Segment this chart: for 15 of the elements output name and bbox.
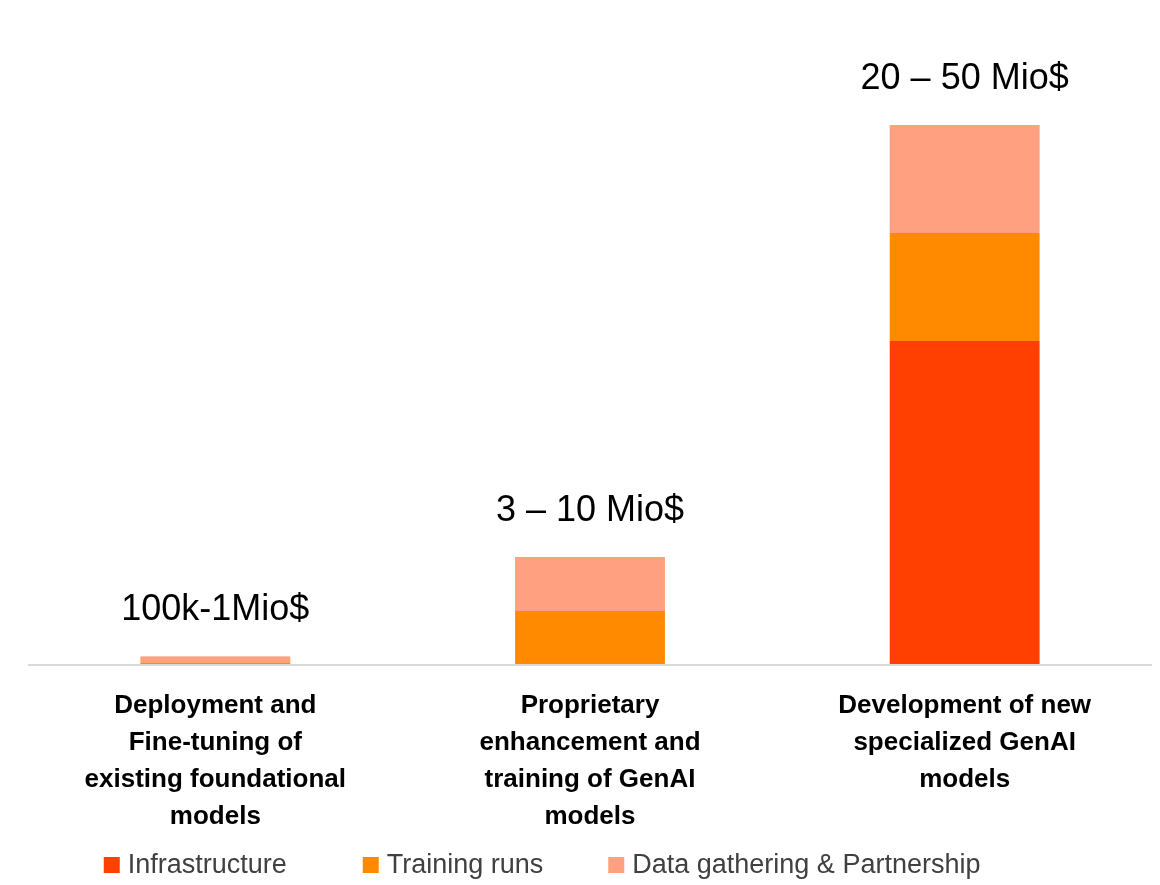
legend-label: Training runs	[386, 849, 544, 879]
bar	[889, 125, 1040, 233]
bar	[515, 611, 665, 665]
total-label: 20 – 50 Mio$	[860, 56, 1069, 97]
x-tick-label: Deployment and Fine-tuning of existing foundational models	[84, 689, 347, 830]
legend-label: Infrastructure	[127, 849, 287, 879]
total-label: 100k-1Mio$	[121, 587, 310, 629]
bar	[515, 557, 665, 611]
legend-label: Data gathering & Partnership	[632, 849, 981, 879]
bar	[140, 656, 291, 663]
x-tick-label: Proprietary enhancement and training of GenAI models	[479, 689, 701, 830]
x-tick-label: Development of new specialized GenAI models	[838, 689, 1092, 793]
total-label: 3 – 10 Mio$	[495, 488, 685, 529]
bar	[889, 341, 1040, 665]
bar	[889, 233, 1040, 341]
